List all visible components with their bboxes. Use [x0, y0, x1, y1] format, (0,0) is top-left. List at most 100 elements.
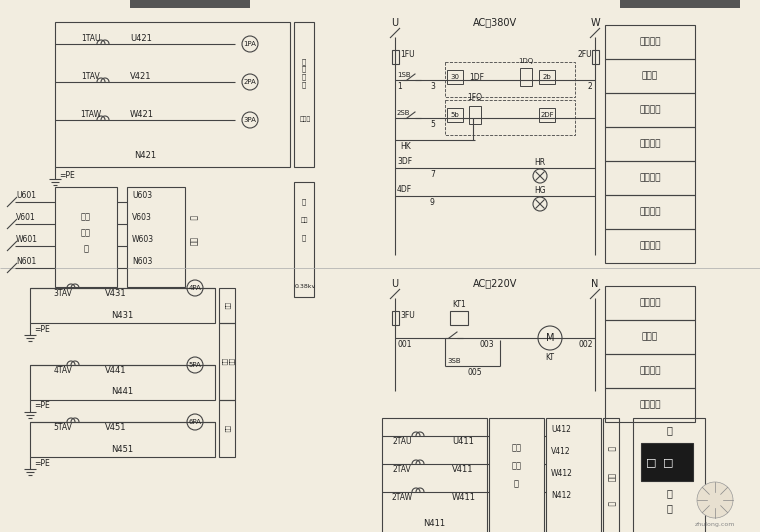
- Text: N411: N411: [423, 519, 445, 528]
- Text: 2TAU: 2TAU: [392, 437, 412, 446]
- Text: 电
测
节
居: 电 测 节 居: [302, 58, 306, 88]
- Text: 计: 计: [666, 488, 672, 498]
- Bar: [127, 187, 185, 287]
- Bar: [605, 320, 695, 354]
- Text: 单相: 单相: [224, 302, 230, 309]
- Bar: [603, 418, 619, 532]
- Text: 接线: 接线: [511, 461, 521, 470]
- Text: 量: 量: [666, 503, 672, 513]
- Bar: [605, 195, 695, 229]
- Bar: [450, 311, 468, 325]
- Bar: [620, 0, 740, 8]
- Text: 3PA: 3PA: [243, 117, 256, 123]
- Bar: [641, 443, 693, 481]
- Text: 2FU: 2FU: [577, 50, 591, 59]
- Text: V451: V451: [105, 423, 126, 432]
- Bar: [447, 70, 463, 84]
- Text: U411: U411: [452, 437, 474, 446]
- Bar: [633, 418, 705, 532]
- Text: KT: KT: [546, 353, 555, 362]
- Text: N601: N601: [16, 257, 36, 266]
- Bar: [445, 100, 575, 135]
- Text: W421: W421: [130, 110, 154, 119]
- Text: 2TAV: 2TAV: [393, 465, 411, 474]
- Text: 1TAW: 1TAW: [81, 110, 102, 119]
- Text: 阻断: 阻断: [300, 217, 308, 223]
- Text: □: □: [663, 457, 673, 467]
- Text: 4PA: 4PA: [188, 285, 201, 291]
- Text: 2TAW: 2TAW: [391, 493, 413, 502]
- Text: 5PA: 5PA: [188, 362, 201, 368]
- Bar: [605, 161, 695, 195]
- Text: 4DF: 4DF: [397, 185, 412, 194]
- Bar: [489, 418, 544, 532]
- Bar: [605, 286, 695, 320]
- Bar: [605, 127, 695, 161]
- Text: N431: N431: [112, 311, 134, 320]
- Text: 电: 电: [666, 425, 672, 435]
- Text: 2DF: 2DF: [540, 112, 554, 118]
- Text: 1PA: 1PA: [243, 41, 256, 47]
- Text: zhulong.com: zhulong.com: [695, 522, 735, 527]
- Bar: [539, 108, 555, 122]
- Text: HG: HG: [534, 186, 546, 195]
- Text: N421: N421: [134, 151, 156, 160]
- Text: U421: U421: [130, 34, 152, 43]
- Text: 5: 5: [430, 120, 435, 129]
- Text: 量卡: 量卡: [188, 237, 198, 247]
- Bar: [546, 418, 601, 532]
- Text: 4TAV: 4TAV: [53, 366, 72, 375]
- Text: W412: W412: [551, 469, 573, 478]
- Text: U: U: [391, 279, 398, 289]
- Text: HR: HR: [534, 158, 546, 167]
- Text: 002: 002: [578, 340, 593, 349]
- Text: 盒: 盒: [514, 479, 519, 488]
- Text: 表: 表: [606, 501, 616, 505]
- Text: U412: U412: [551, 425, 571, 434]
- Text: N451: N451: [112, 445, 134, 453]
- Text: V421: V421: [130, 72, 151, 81]
- Text: 电: 电: [302, 198, 306, 205]
- Text: 熔断器: 熔断器: [642, 332, 658, 342]
- Text: 温控回路: 温控回路: [639, 401, 660, 410]
- Bar: [30, 422, 215, 457]
- Text: KT1: KT1: [452, 300, 466, 309]
- Bar: [219, 400, 235, 457]
- Text: 盒: 盒: [84, 245, 88, 254]
- Text: 1SB: 1SB: [397, 72, 410, 78]
- Text: 003: 003: [480, 340, 495, 349]
- Bar: [591, 50, 599, 64]
- Text: 电流
量示: 电流 量示: [221, 358, 233, 365]
- Bar: [55, 187, 117, 287]
- Text: 合闸回路: 合闸回路: [639, 105, 660, 114]
- Text: N: N: [591, 279, 599, 289]
- Text: 屏: 屏: [302, 235, 306, 242]
- Text: V603: V603: [132, 213, 152, 222]
- Bar: [130, 0, 250, 8]
- Text: 1DQ: 1DQ: [518, 58, 534, 64]
- Text: =PE: =PE: [34, 325, 49, 334]
- Text: 9: 9: [430, 198, 435, 207]
- Text: N603: N603: [132, 257, 152, 266]
- Text: 001: 001: [397, 340, 411, 349]
- Text: 2SB: 2SB: [397, 110, 410, 116]
- Text: M: M: [546, 333, 554, 343]
- Text: 3SB: 3SB: [447, 358, 461, 364]
- Text: 1TAV: 1TAV: [81, 72, 100, 81]
- Text: 控制电源: 控制电源: [639, 298, 660, 307]
- Bar: [605, 93, 695, 127]
- Text: 计: 计: [188, 215, 198, 219]
- Text: 5b: 5b: [451, 112, 459, 118]
- Bar: [30, 365, 215, 400]
- Text: 3: 3: [430, 82, 435, 91]
- Bar: [294, 22, 314, 167]
- Text: W411: W411: [452, 493, 476, 502]
- Bar: [382, 418, 487, 532]
- Text: U601: U601: [16, 191, 36, 200]
- Text: 同屏: 同屏: [224, 425, 230, 432]
- Text: =PE: =PE: [34, 459, 49, 468]
- Bar: [391, 311, 398, 325]
- Text: 控制电源: 控制电源: [639, 37, 660, 46]
- Text: 6PA: 6PA: [188, 419, 201, 425]
- Bar: [294, 182, 314, 297]
